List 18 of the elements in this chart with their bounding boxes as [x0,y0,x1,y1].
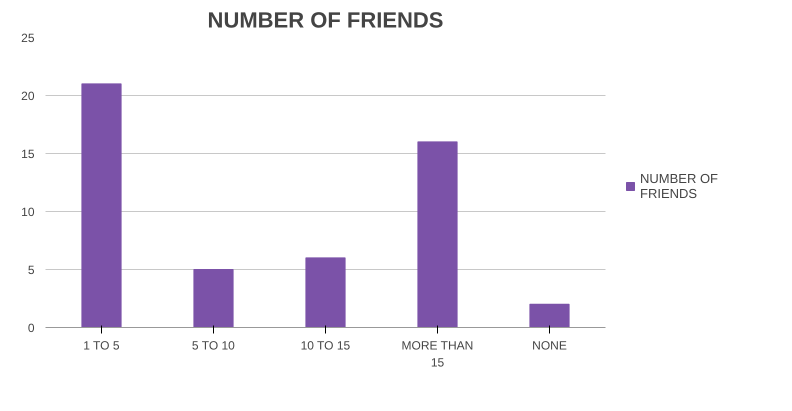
x-tick-label: 10 TO 15 [300,338,351,352]
y-tick-label: 10 [21,205,35,219]
legend-label: NUMBER OF FRIENDS [640,171,718,201]
y-tick-label: 0 [28,321,35,335]
y-tick-label: 25 [21,31,35,45]
bar [305,257,346,328]
bar [193,269,234,328]
y-tick-label: 5 [28,263,35,277]
y-tick-label: 15 [21,147,35,161]
x-tick-label: MORE THAN 15 [402,338,474,370]
x-tick-label: 1 TO 5 [83,338,120,352]
bar [529,304,570,328]
bar [417,141,458,328]
x-tick-label: NONE [532,338,567,352]
bar [81,83,122,328]
chart-title: NUMBER OF FRIENDS [208,8,444,32]
x-tick-label: 5 TO 10 [192,338,236,352]
y-tick-label: 20 [21,89,35,103]
